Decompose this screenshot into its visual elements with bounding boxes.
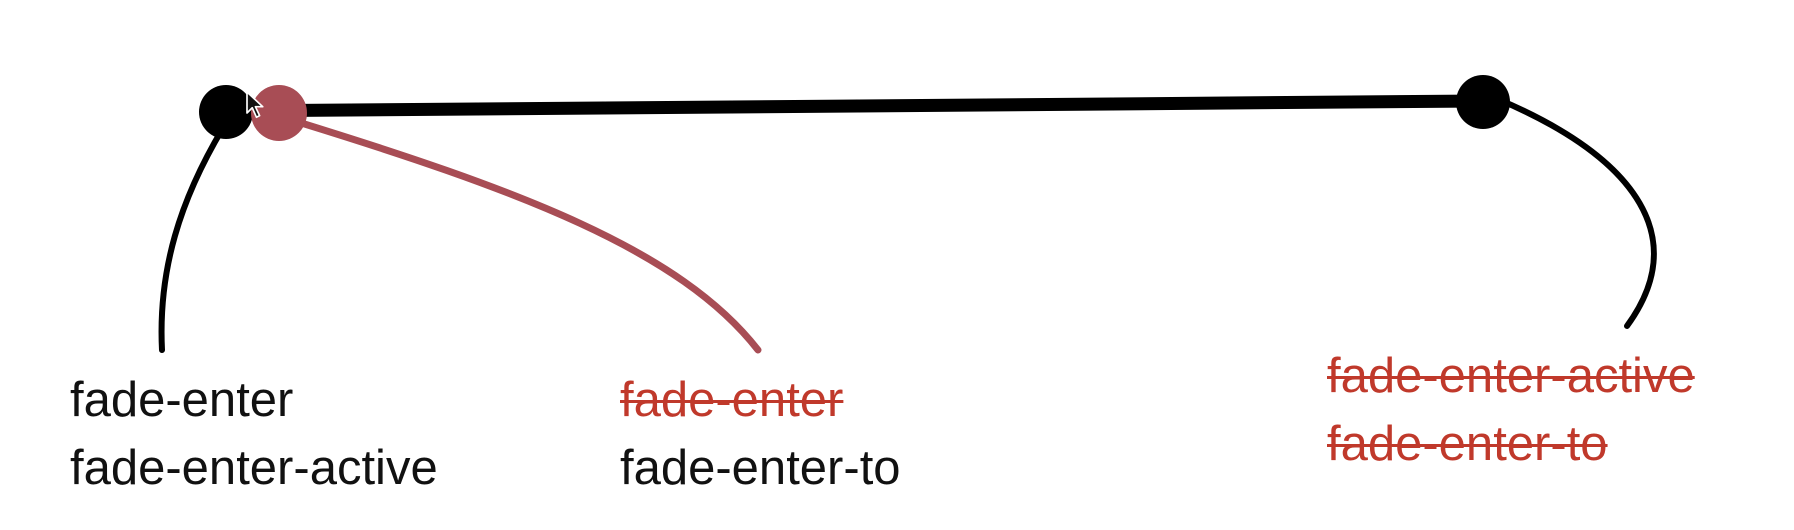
start-label-fade-enter-active: fade-enter-active <box>70 441 438 495</box>
next-frame-marker <box>251 85 307 141</box>
start-labels: fade-enter fade-enter-active <box>70 366 438 502</box>
end-labels: fade-enter-active fade-enter-to <box>1327 342 1695 478</box>
start-label-fade-enter: fade-enter <box>70 373 294 427</box>
end-label-fade-enter-to-removed: fade-enter-to <box>1327 417 1608 471</box>
timeline-bar <box>218 94 1489 118</box>
start-point-marker <box>199 85 253 139</box>
end-point-marker <box>1456 75 1510 129</box>
frame-leader-curve <box>281 114 762 354</box>
end-label-fade-enter-active-removed: fade-enter-active <box>1327 349 1695 403</box>
start-leader-curve <box>158 125 226 353</box>
next-frame-label-fade-enter-to: fade-enter-to <box>620 441 901 495</box>
next-frame-labels: fade-enter fade-enter-to <box>620 366 901 502</box>
next-frame-label-fade-enter-removed: fade-enter <box>620 373 844 427</box>
end-leader-curve <box>1497 97 1657 329</box>
mouse-pointer-icon <box>246 91 264 119</box>
